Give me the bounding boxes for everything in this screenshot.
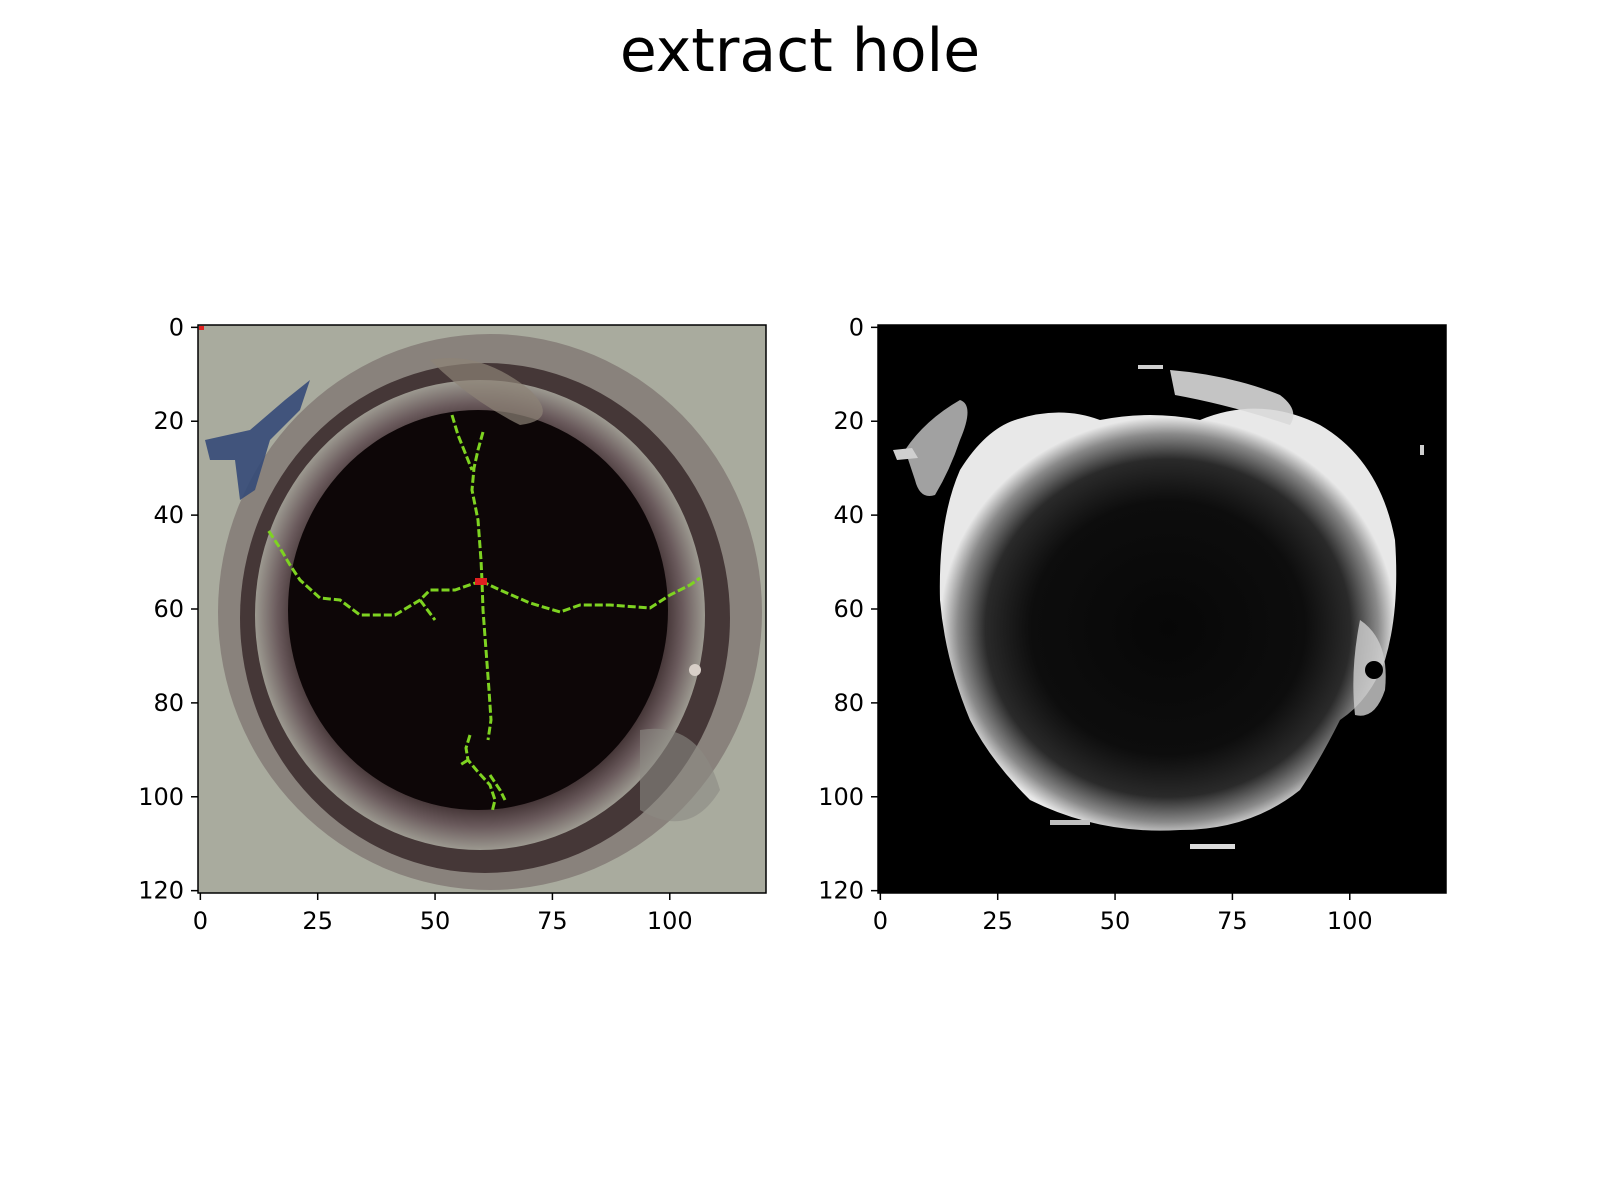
mask-bottom-speck-2 xyxy=(1050,820,1090,825)
skeleton-branch xyxy=(488,774,507,801)
right-xtick-label: 100 xyxy=(1327,907,1373,935)
right-xtick-label: 0 xyxy=(873,907,888,935)
left-ytick-label: 20 xyxy=(153,407,184,435)
skeleton-lines xyxy=(266,414,701,813)
skeleton-branch xyxy=(418,599,437,621)
left-ytick-label: 100 xyxy=(138,783,184,811)
mask-right-speck xyxy=(1420,445,1424,455)
bright-spot xyxy=(689,664,701,676)
origin-marker xyxy=(199,326,204,330)
blue-stain xyxy=(205,380,310,500)
right-xtick-label: 25 xyxy=(982,907,1013,935)
left-ytick-label: 80 xyxy=(153,689,184,717)
right-ytick-label: 80 xyxy=(833,689,864,717)
mask-top-speck xyxy=(1138,365,1163,369)
left-panel-image xyxy=(198,325,766,893)
left-ytick-label: 120 xyxy=(138,877,184,905)
skeleton-branch xyxy=(459,758,469,767)
skeleton-branch xyxy=(266,529,482,617)
skeleton-branch xyxy=(470,431,493,741)
left-xtick-label: 25 xyxy=(302,907,333,935)
left-ytick-label: 60 xyxy=(153,595,184,623)
left-xtick-label: 75 xyxy=(537,907,568,935)
right-xtick-label: 50 xyxy=(1100,907,1131,935)
axis-ticks: 0 25 50 75 100 0 20 40 60 80 100 120 0 25 50 75 100 0 20 40… xyxy=(138,313,1372,935)
right-ytick-label: 120 xyxy=(818,877,864,905)
left-ytick-label: 40 xyxy=(153,501,184,529)
right-ytick-label: 100 xyxy=(818,783,864,811)
mask-dark-spot xyxy=(1365,661,1383,679)
left-ytick-label: 0 xyxy=(169,313,184,341)
top-smudge xyxy=(430,358,543,425)
mask-top-band xyxy=(1170,370,1294,425)
center-marker xyxy=(475,578,487,585)
right-ytick-label: 40 xyxy=(833,501,864,529)
mask-blob xyxy=(939,408,1397,831)
mask-left-speck xyxy=(893,448,918,460)
right-ytick-label: 20 xyxy=(833,407,864,435)
skeleton-branch xyxy=(464,734,497,813)
right-panel-image xyxy=(878,325,1446,893)
mask-bottom-speck xyxy=(1190,844,1235,849)
mask-left-fragment xyxy=(905,400,968,496)
left-xtick-label: 0 xyxy=(193,907,208,935)
hole-core xyxy=(288,410,668,810)
right-xtick-label: 75 xyxy=(1217,907,1248,935)
right-bottom-patch xyxy=(640,728,720,822)
skeleton-branch xyxy=(480,576,701,614)
right-ytick-label: 60 xyxy=(833,595,864,623)
left-xtick-label: 100 xyxy=(647,907,693,935)
figure-title: extract hole xyxy=(619,16,981,86)
skeleton-branch xyxy=(450,414,474,471)
right-ytick-label: 0 xyxy=(849,313,864,341)
left-xtick-label: 50 xyxy=(420,907,451,935)
